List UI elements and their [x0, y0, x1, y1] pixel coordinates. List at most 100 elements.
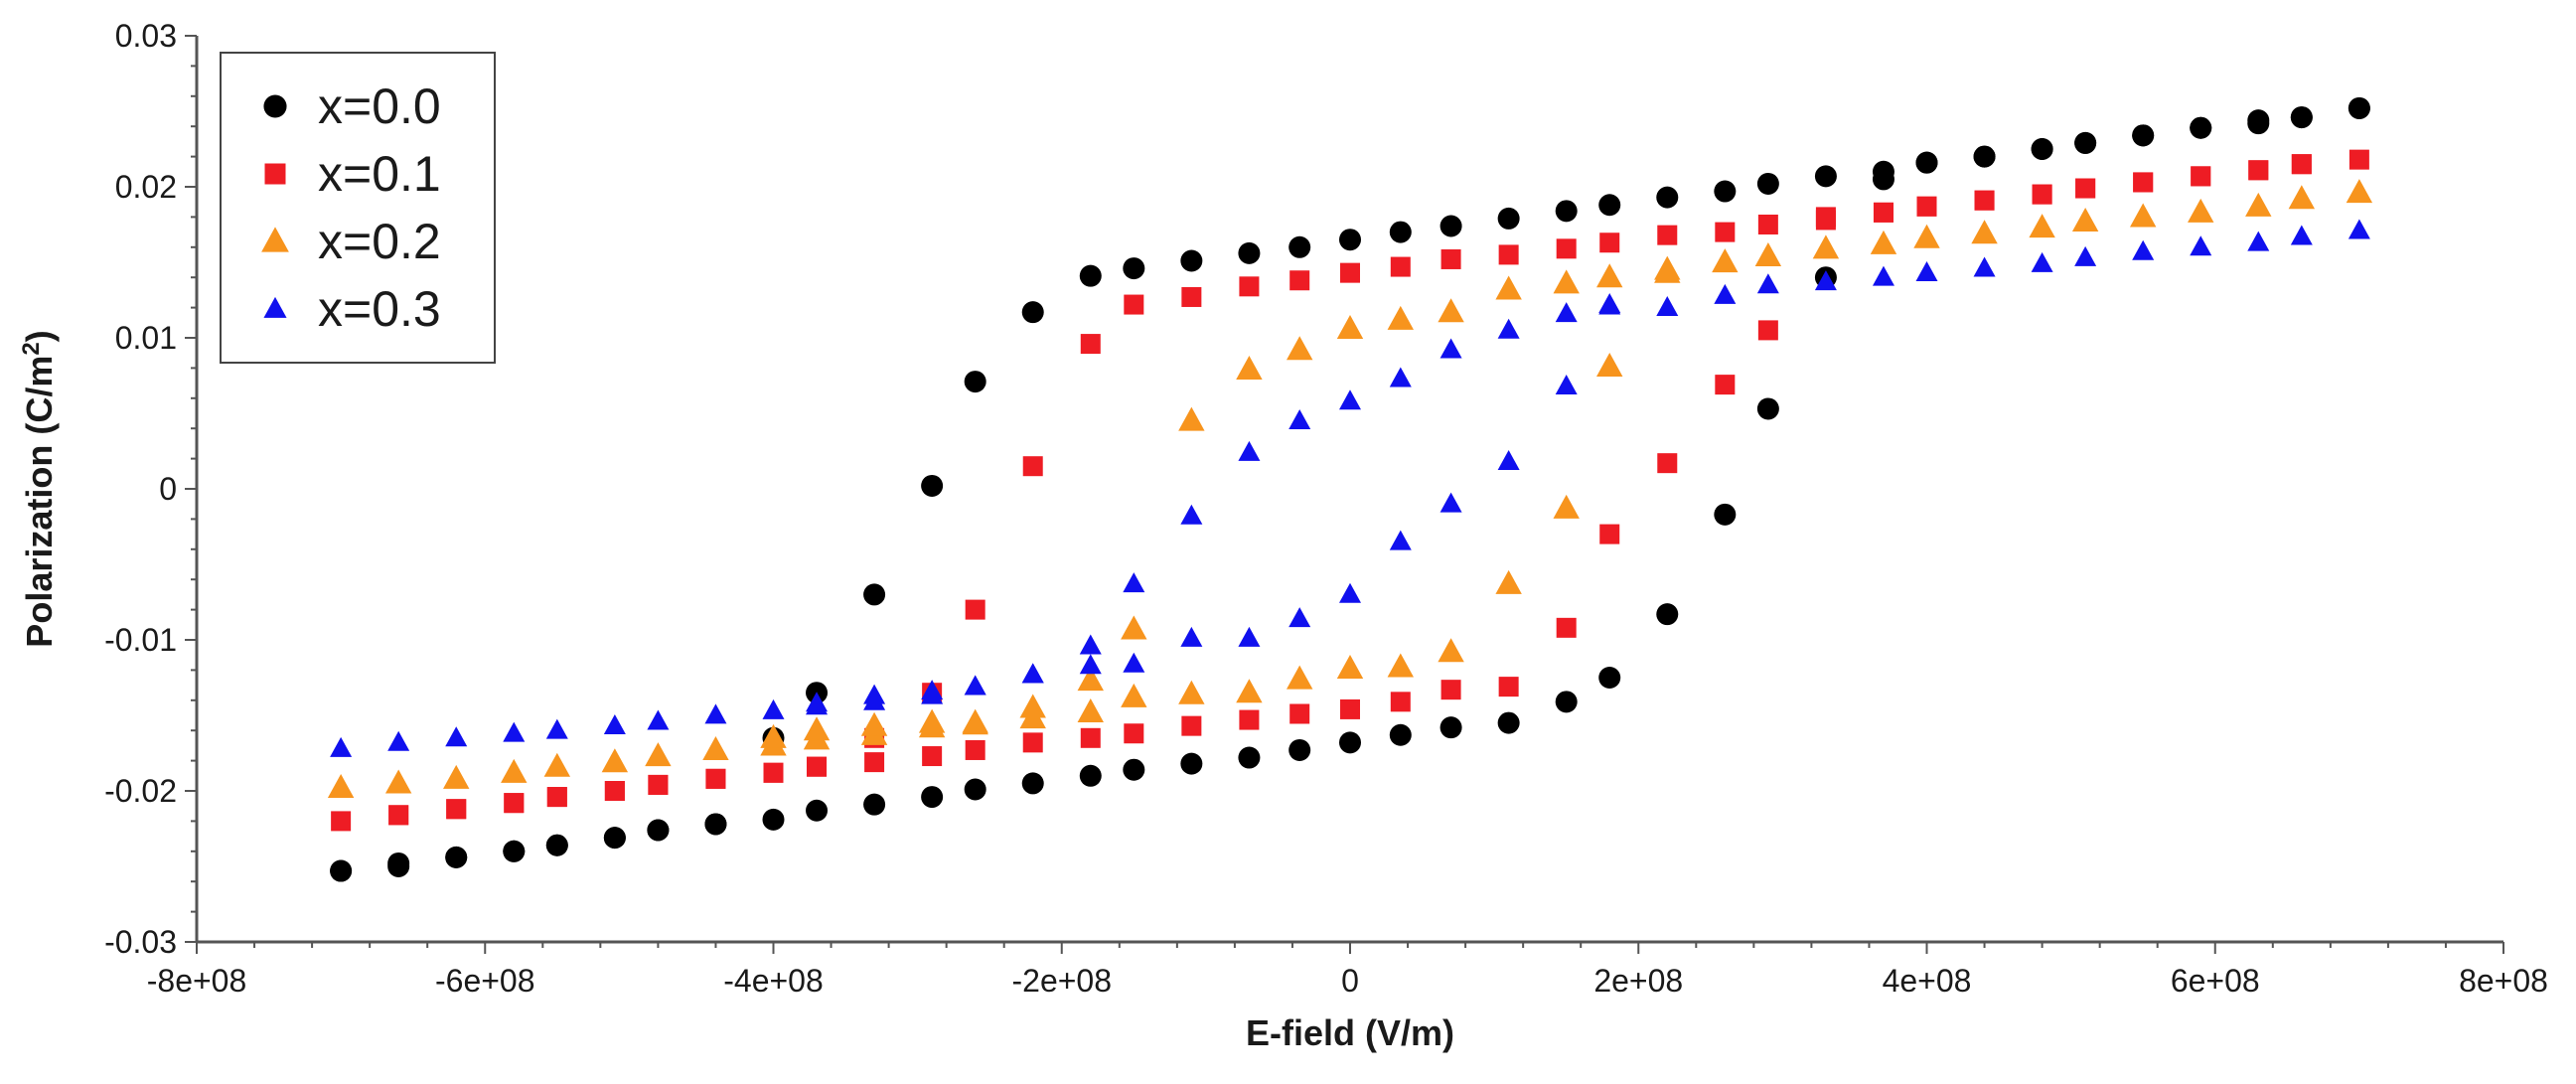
data-point	[1756, 273, 1779, 294]
y-tick-label: 0.03	[115, 18, 177, 54]
data-point	[648, 774, 669, 795]
data-point	[806, 695, 829, 715]
data-point	[1973, 145, 1996, 168]
data-point	[1497, 450, 1520, 471]
data-point	[1814, 270, 1837, 291]
data-point	[921, 474, 944, 497]
data-point	[1077, 667, 1104, 692]
x-tick-label: 2e+08	[1593, 963, 1683, 999]
series-2	[331, 149, 2369, 832]
data-point	[501, 758, 528, 783]
data-point	[1715, 222, 1736, 242]
y-axis-title: Polarization (C/m2)	[18, 330, 61, 647]
data-point	[2247, 109, 2270, 132]
y-axis-title-superscript: 2	[18, 342, 45, 355]
data-point	[645, 742, 672, 767]
data-point	[1123, 652, 1145, 673]
data-point	[503, 840, 526, 862]
data-point	[964, 675, 986, 696]
data-point	[2075, 178, 2096, 199]
data-point	[1916, 196, 1937, 217]
data-point	[503, 721, 526, 742]
data-point	[1121, 615, 1147, 640]
data-point	[965, 599, 985, 620]
data-point	[1714, 503, 1737, 526]
data-point	[1123, 257, 1145, 280]
data-point	[1340, 698, 1360, 719]
data-point	[2348, 96, 2370, 119]
data-point	[1553, 494, 1580, 519]
data-point	[545, 718, 568, 739]
data-point	[647, 709, 670, 730]
data-point	[1124, 723, 1144, 744]
data-points	[327, 96, 2373, 882]
data-point	[1814, 165, 1837, 188]
legend-label: x=0.1	[318, 146, 441, 202]
data-point	[1553, 269, 1580, 294]
data-point	[1178, 680, 1205, 704]
data-point	[1239, 709, 1260, 730]
data-point	[1440, 338, 1462, 359]
data-point	[2245, 192, 2272, 217]
data-point	[1288, 738, 1311, 761]
data-point	[1288, 607, 1311, 628]
data-point	[603, 714, 626, 735]
data-point	[1238, 746, 1261, 769]
data-point	[1021, 663, 1044, 684]
data-point	[962, 708, 988, 733]
data-point	[1387, 305, 1414, 330]
data-point	[1599, 524, 1620, 544]
data-point	[1389, 530, 1412, 550]
y-tick-label: 0.02	[115, 169, 177, 205]
data-point	[1236, 356, 1263, 380]
data-point	[1022, 732, 1043, 753]
data-point	[331, 811, 352, 832]
data-point	[2132, 124, 2155, 147]
data-point	[2248, 160, 2269, 181]
data-point	[1181, 286, 1202, 307]
data-point	[1657, 453, 1678, 474]
x-tick-label: 6e+08	[2171, 963, 2260, 999]
data-point	[1121, 683, 1147, 707]
data-point	[1336, 314, 1364, 339]
data-point	[921, 684, 944, 704]
data-point	[1556, 238, 1577, 259]
data-point	[918, 708, 946, 733]
data-point	[1440, 215, 1462, 237]
data-point	[1077, 698, 1104, 723]
data-point	[1872, 265, 1894, 286]
data-point	[647, 819, 670, 842]
x-tick-label: -8e+08	[147, 963, 247, 999]
data-point	[2074, 245, 2097, 266]
axes	[195, 36, 2503, 944]
y-axis-title-main: Polarization (C/m	[19, 356, 60, 648]
data-point	[2290, 106, 2313, 129]
data-point	[1656, 603, 1679, 626]
data-point	[504, 793, 525, 814]
data-point	[1019, 694, 1046, 718]
data-point	[1656, 296, 1679, 316]
data-point	[1870, 230, 1897, 254]
y-tick-label: -0.02	[104, 773, 177, 809]
data-point	[1440, 716, 1462, 739]
data-point	[964, 371, 986, 393]
data-point	[803, 716, 831, 741]
data-point	[1596, 352, 1623, 377]
data-point	[760, 723, 787, 748]
data-point	[384, 769, 412, 794]
data-point	[1915, 261, 1938, 282]
data-point	[1123, 572, 1145, 593]
data-point	[1656, 186, 1679, 209]
data-point	[1390, 256, 1411, 277]
data-point	[1238, 440, 1261, 461]
data-point	[1021, 772, 1044, 795]
data-point	[601, 748, 629, 773]
data-point	[1440, 680, 1461, 700]
data-point	[704, 813, 727, 836]
data-point	[1812, 234, 1840, 259]
legend-marker	[263, 94, 287, 118]
data-point	[965, 739, 985, 760]
data-point	[1756, 397, 1779, 420]
data-point	[2133, 172, 2154, 193]
legend-label: x=0.3	[318, 281, 441, 337]
